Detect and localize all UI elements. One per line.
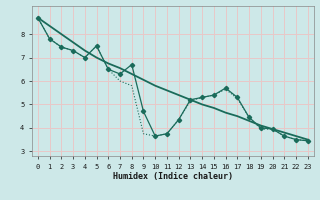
X-axis label: Humidex (Indice chaleur): Humidex (Indice chaleur): [113, 172, 233, 181]
